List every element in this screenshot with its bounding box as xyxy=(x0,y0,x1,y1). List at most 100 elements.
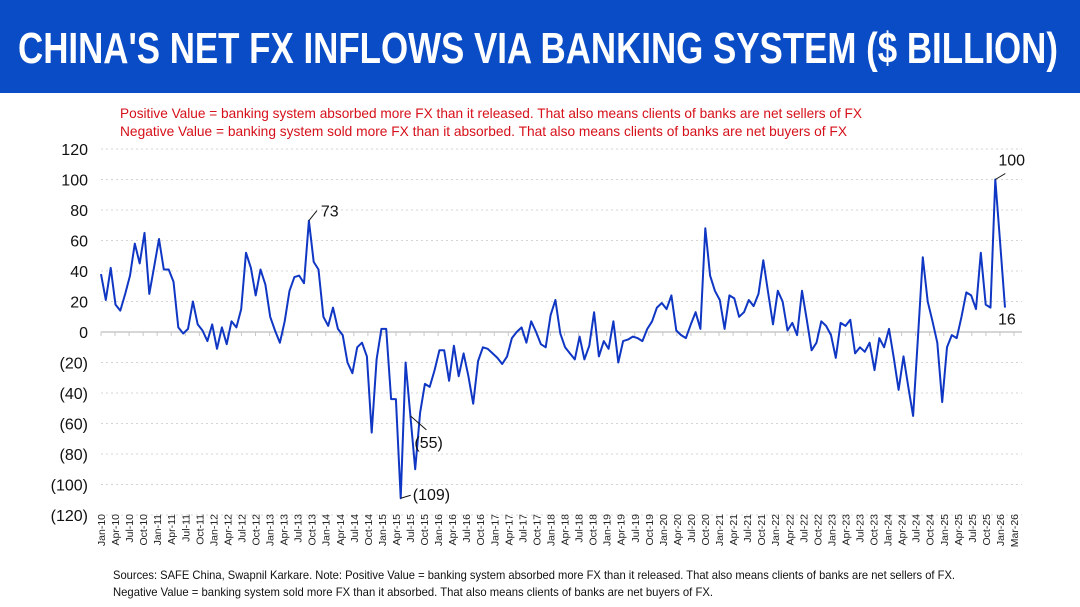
x-tick-label: Oct-15 xyxy=(419,514,431,546)
x-tick-label: Apr-19 xyxy=(616,514,628,546)
y-tick-label: 20 xyxy=(70,295,88,312)
x-tick-label: Jul-23 xyxy=(854,514,866,543)
x-tick-label: Apr-15 xyxy=(391,514,403,546)
y-tick-label: (40) xyxy=(60,386,88,403)
fx-inflow-line xyxy=(100,178,1006,500)
negative-value-note: Negative Value = banking system sold mor… xyxy=(120,123,848,139)
x-tick-label: Oct-23 xyxy=(869,514,881,546)
x-tick-label: Apr-17 xyxy=(503,514,515,546)
x-tick-label: Jul-21 xyxy=(742,514,754,543)
x-tick-label: Jan-17 xyxy=(489,514,501,546)
y-tick-label: (60) xyxy=(60,417,88,434)
x-tick-label: Jan-25 xyxy=(939,514,951,546)
x-tick-label: Jul-16 xyxy=(461,514,473,543)
y-tick-label: 40 xyxy=(70,264,88,281)
source-footnote: Sources: SAFE China, Swapnil Karkare. No… xyxy=(113,568,955,582)
x-tick-label: Oct-25 xyxy=(981,514,993,546)
x-tick-label: Jan-11 xyxy=(152,514,164,545)
x-tick-label: Oct-18 xyxy=(588,514,600,546)
x-tick-label: Jul-17 xyxy=(517,514,529,543)
x-tick-label: Mar-26 xyxy=(1009,514,1021,547)
y-tick-label: (80) xyxy=(60,447,88,464)
title-banner xyxy=(0,0,1080,93)
x-tick-label: Jul-15 xyxy=(405,514,417,543)
x-tick-label: Jan-13 xyxy=(265,514,277,546)
y-tick-label: (20) xyxy=(60,356,88,373)
x-tick-label: Oct-12 xyxy=(251,514,263,546)
x-tick-label: Apr-24 xyxy=(897,514,909,546)
x-tick-label: Oct-11 xyxy=(194,514,206,545)
x-tick-label: Jul-24 xyxy=(911,514,923,543)
y-axis: 120 100 80 60 40 20 0 (20) (40) (60) (80) (100) (120… xyxy=(51,142,88,525)
x-tick-label: Oct-22 xyxy=(812,514,824,546)
data-label: (109) xyxy=(413,487,450,504)
x-tick-label: Jul-20 xyxy=(686,514,698,543)
x-tick-label: Jul-19 xyxy=(630,514,642,543)
x-tick-label: Jul-10 xyxy=(124,514,136,543)
x-tick-label: Oct-13 xyxy=(307,514,319,546)
x-tick-label: Apr-25 xyxy=(953,514,965,546)
y-tick-label: (100) xyxy=(51,478,88,495)
x-tick-label: Jan-20 xyxy=(658,514,670,546)
x-tick-label: Jan-23 xyxy=(826,514,838,546)
x-tick-label: Apr-18 xyxy=(560,514,572,546)
data-label: (55) xyxy=(414,435,442,452)
x-tick-label: Jan-24 xyxy=(883,514,895,546)
chart-title: CHINA'S NET FX INFLOWS VIA BANKING SYSTE… xyxy=(18,24,1058,73)
x-tick-label: Jan-14 xyxy=(321,514,333,546)
y-tick-label: 60 xyxy=(70,234,88,251)
x-tick-label: Jan-18 xyxy=(545,514,557,546)
annotation-leader xyxy=(308,210,318,221)
x-tick-label: Jul-11 xyxy=(180,514,192,542)
x-tick-label: Jan-19 xyxy=(602,514,614,546)
annotation-leader xyxy=(995,173,1006,180)
y-tick-label: 80 xyxy=(70,203,88,220)
x-tick-label: Oct-19 xyxy=(644,514,656,546)
x-tick-label: Oct-20 xyxy=(700,514,712,546)
data-label: 73 xyxy=(321,204,339,221)
y-tick-label: 100 xyxy=(61,173,88,190)
x-tick-label: Oct-17 xyxy=(531,514,543,546)
x-tick-label: Jul-18 xyxy=(574,514,586,543)
x-tick-label: Jan-26 xyxy=(995,514,1007,546)
x-tick-label: Apr-22 xyxy=(784,514,796,546)
annotation-leader xyxy=(410,415,427,431)
data-label: 16 xyxy=(998,312,1016,329)
x-tick-label: Oct-16 xyxy=(475,514,487,546)
x-tick-label: Apr-14 xyxy=(335,514,347,546)
negative-footnote: Negative Value = banking system sold mor… xyxy=(113,585,713,599)
x-tick-label: Jul-14 xyxy=(349,514,361,543)
x-tick-label: Apr-12 xyxy=(222,514,234,546)
data-label: 100 xyxy=(998,153,1025,170)
x-tick-label: Oct-10 xyxy=(138,514,150,546)
x-tick-label: Apr-11 xyxy=(166,514,178,545)
x-tick-label: Apr-16 xyxy=(447,514,459,546)
positive-value-note: Positive Value = banking system absorbed… xyxy=(120,105,863,121)
x-tick-label: Jan-21 xyxy=(714,514,726,546)
y-tick-label: 120 xyxy=(61,142,88,159)
series-line xyxy=(100,178,1006,500)
annotations: 73 (109) (55) 100 16 xyxy=(308,153,1025,504)
y-tick-label: (120) xyxy=(51,508,88,525)
y-tick-label: 0 xyxy=(79,325,88,342)
x-tick-label: Apr-23 xyxy=(840,514,852,546)
x-tick-label: Jul-13 xyxy=(293,514,305,543)
x-tick-label: Jan-10 xyxy=(96,514,108,546)
x-tick-label: Jul-25 xyxy=(967,514,979,543)
annotation-leader xyxy=(400,494,411,499)
x-tick-label: Oct-14 xyxy=(363,514,375,546)
x-tick-label: Jan-12 xyxy=(208,514,220,546)
gridlines xyxy=(101,148,1022,516)
x-tick-label: Jan-22 xyxy=(770,514,782,546)
x-tick-label: Apr-10 xyxy=(110,514,122,546)
x-tick-label: Oct-21 xyxy=(756,514,768,546)
x-tick-label: Jan-15 xyxy=(377,514,389,546)
x-tick-label: Oct-24 xyxy=(925,514,937,546)
x-axis: Jan-10 Apr-10 Jul-10 Oct-10 Jan-11 Apr-11 Jul-… xyxy=(96,332,1021,547)
x-tick-label: Apr-21 xyxy=(728,514,740,546)
x-tick-label: Apr-13 xyxy=(279,514,291,546)
x-tick-label: Jul-22 xyxy=(798,514,810,543)
x-tick-label: Jul-12 xyxy=(236,514,248,543)
